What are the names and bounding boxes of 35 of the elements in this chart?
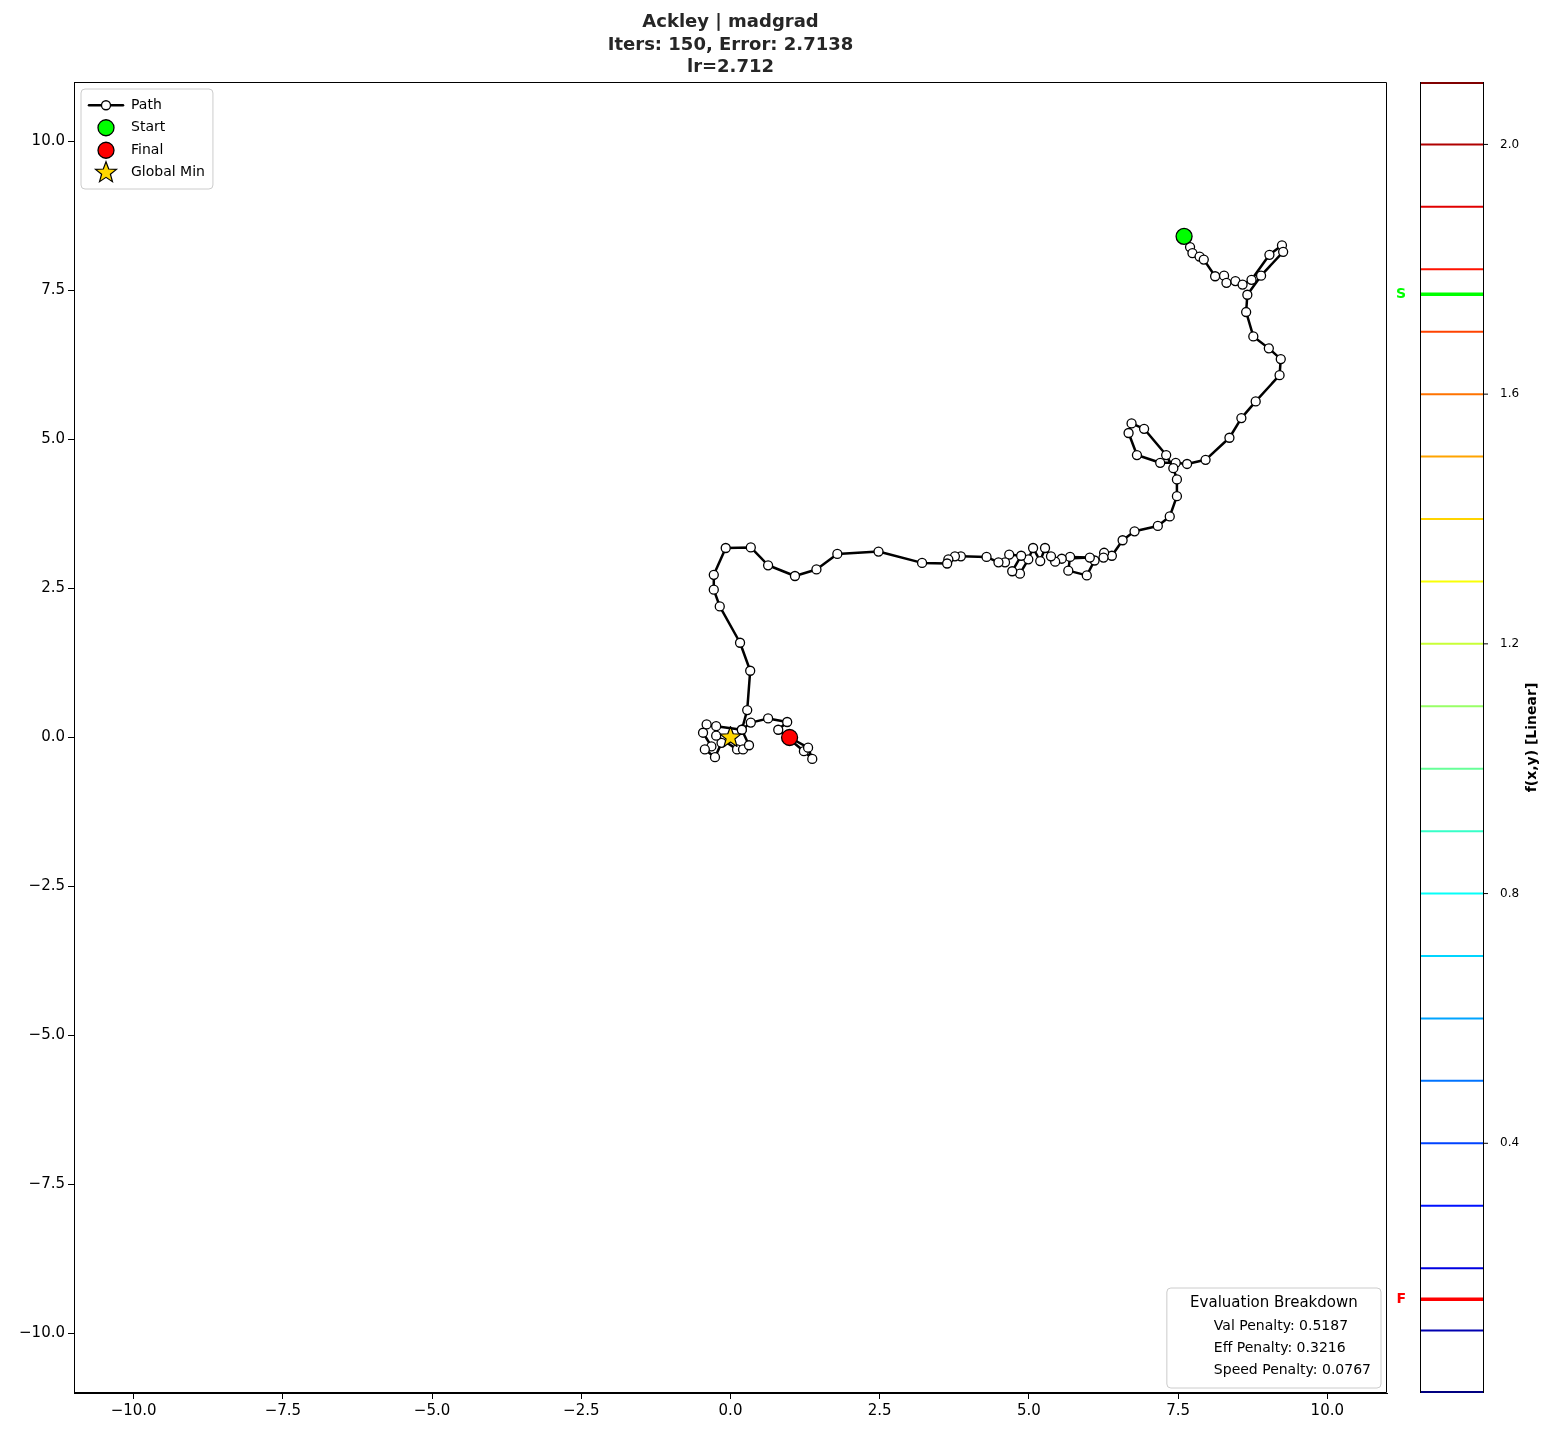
- y2-tick-label: 0.8: [1500, 885, 1520, 900]
- annotation: Evaluation Breakdown: [1190, 1292, 1358, 1311]
- y-tick-label: 0.0: [41, 727, 65, 746]
- y2-tick-label: 1.2: [1500, 635, 1520, 650]
- y2-tick-label: 0.4: [1500, 1135, 1520, 1150]
- y-tick-label: 2.5: [41, 578, 65, 597]
- y-tick-label: 10.0: [31, 131, 65, 150]
- annotation: Val Penalty: 0.5187: [1213, 1316, 1349, 1333]
- x-tick-label: −7.5: [264, 1400, 302, 1419]
- x-tick-label: 0.0: [718, 1400, 743, 1419]
- y-tick-label: −5.0: [28, 1025, 65, 1044]
- x-tick-label: −2.5: [563, 1400, 600, 1419]
- y2-axis-title: f(x,y) [Linear]: [1522, 682, 1539, 793]
- x-tick-label: −5.0: [413, 1400, 451, 1419]
- annotation: Speed Penalty: 0.0767: [1213, 1360, 1372, 1377]
- y-tick-label: 5.0: [41, 429, 65, 448]
- y-tick-label: −7.5: [28, 1174, 65, 1193]
- legend-label: Final: [131, 140, 164, 157]
- x-tick-label: 10.0: [1310, 1400, 1345, 1419]
- y-tick-label: −2.5: [28, 876, 65, 895]
- y2-tick-label: 2.0: [1500, 136, 1520, 151]
- ref-line-label: S: [1395, 284, 1406, 301]
- chart-title: Ackley | madgrad Iters: 150, Error: 2.7138 lr=2.712: [607, 10, 854, 76]
- x-tick-label: 5.0: [1016, 1400, 1041, 1419]
- legend-label: Global Min: [131, 163, 205, 180]
- legend-label: Path: [131, 95, 162, 112]
- annotation: Eff Penalty: 0.3216: [1213, 1338, 1346, 1355]
- y-tick-label: 7.5: [41, 280, 65, 299]
- y-tick-label: −10.0: [19, 1323, 65, 1342]
- x-tick-label: 7.5: [1166, 1400, 1191, 1419]
- legend-label: Start: [131, 118, 166, 135]
- y2-tick-label: 1.6: [1500, 386, 1520, 401]
- x-tick-label: −10.0: [110, 1400, 157, 1419]
- x-tick-label: 2.5: [867, 1400, 892, 1419]
- ref-line-label: F: [1396, 1290, 1406, 1306]
